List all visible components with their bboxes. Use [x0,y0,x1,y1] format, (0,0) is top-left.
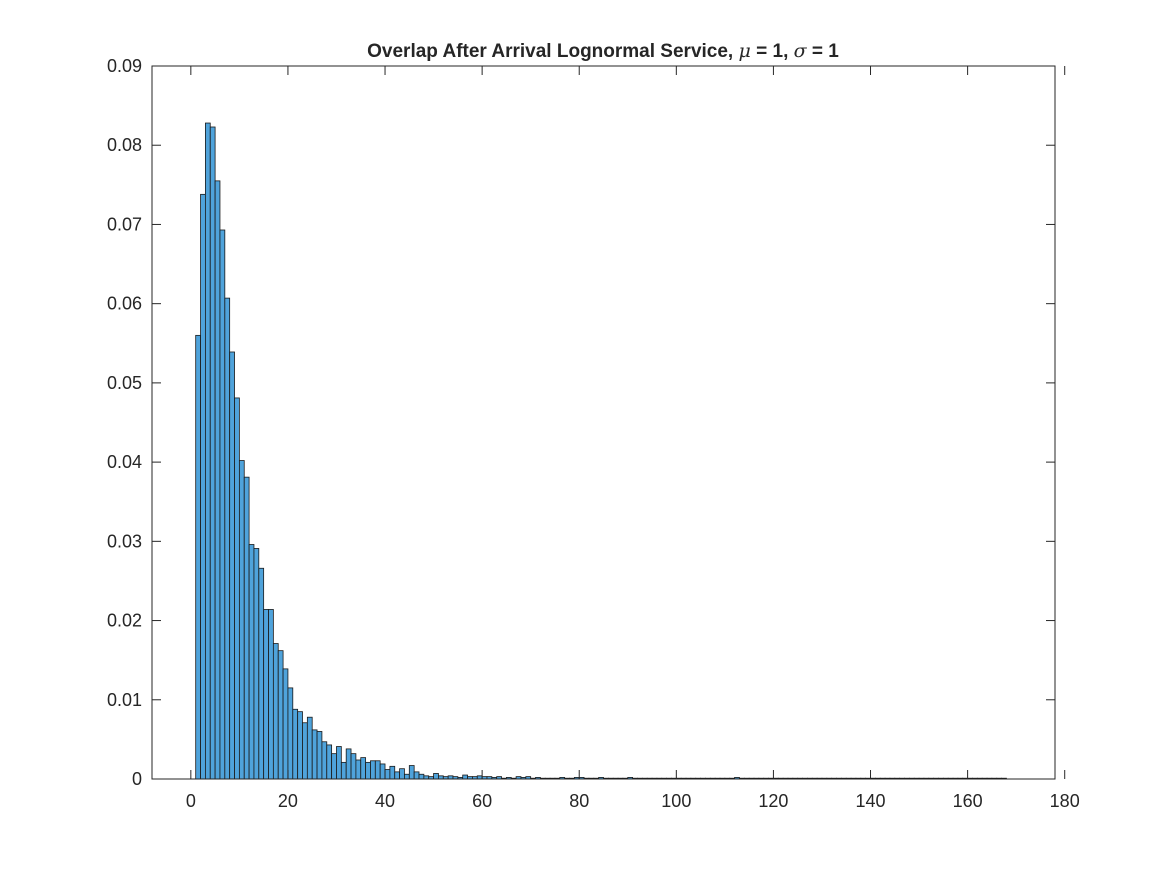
sigma-value: = 1 [807,41,840,62]
x-tick-label: 100 [661,791,691,811]
histogram-bar [408,765,415,780]
sigma-symbol: σ [794,40,808,62]
histogram-bar [282,668,289,780]
x-tick-label: 40 [375,791,395,811]
histogram-bar [263,609,269,780]
histogram-bar [258,567,265,780]
y-tick-label: 0.01 [107,690,142,710]
histogram-bar [399,768,405,780]
histogram-bar [326,744,333,780]
histogram-bar [292,708,299,780]
chart-title: Overlap After Arrival Lognormal Service,… [367,40,839,62]
x-tick-label: 20 [278,791,298,811]
x-tick-label: 0 [186,791,196,811]
x-tick-label: 180 [1050,791,1080,811]
histogram-bar [404,773,410,780]
x-tick-label: 140 [855,791,885,811]
histogram-bar [336,746,342,780]
histogram-bar [195,334,201,780]
y-tick-label: 0 [132,769,142,789]
y-tick-label: 0.06 [107,294,142,314]
histogram-bar [374,760,381,780]
histogram-bar [297,711,303,780]
histogram-bar [209,126,216,780]
y-tick-label: 0.08 [107,135,142,155]
y-tick-label: 0.09 [107,56,142,76]
y-tick-label: 0.07 [107,214,142,234]
histogram-bar [345,748,352,780]
histogram-bar [306,716,313,780]
histogram-bar [462,774,468,780]
histogram-bar [384,769,391,780]
histogram-bar [287,687,294,780]
histogram-bar [238,460,245,780]
histogram-bar [316,731,323,780]
x-tick-label: 80 [569,791,589,811]
title-prefix: Overlap After Arrival Lognormal Service, [367,41,738,62]
histogram-bar [433,773,439,780]
histogram-bar [365,761,371,780]
histogram-bar [219,229,226,780]
histogram-bar [204,122,211,780]
axes-frame [151,65,1056,780]
x-tick-label: 120 [758,791,788,811]
y-tick-label: 0.05 [107,373,142,393]
histogram-bar [214,180,221,780]
x-tick-label: 60 [472,791,492,811]
mu-value: = 1, [751,41,794,62]
histogram-bar [302,722,308,780]
histogram-bar [248,544,255,780]
histogram-bar [311,729,318,780]
histogram-bar [229,351,235,780]
histogram-bar [331,753,337,780]
histogram-bar [243,476,250,780]
histogram-bar [200,193,206,780]
mu-symbol: μ [738,40,750,62]
histogram-bar [224,297,231,780]
histogram-bar [340,761,347,780]
histogram-bar [350,753,357,780]
histogram-bar [234,397,240,780]
histogram-bar [394,771,400,780]
histogram-bar [277,650,284,780]
x-tick-label: 160 [953,791,983,811]
histogram-bar [418,773,425,780]
histogram-bar [360,757,367,780]
histogram-bar [268,609,274,780]
plot-area [152,66,1055,779]
histogram-bar [379,763,386,780]
histogram-bar [355,759,362,780]
histogram-bar [413,771,420,780]
histogram-bar [370,760,376,780]
histogram-bar [389,765,396,780]
histogram-bar [321,741,328,780]
y-tick-label: 0.03 [107,531,142,551]
y-tick-label: 0.02 [107,611,142,631]
y-tick-label: 0.04 [107,452,142,472]
histogram-bar [272,643,279,780]
axes: 0 20 40 60 80 100 120 140 160 180 0 0.01 0.02 0.03 0.0… [107,56,1080,811]
histogram-bar [253,548,260,780]
